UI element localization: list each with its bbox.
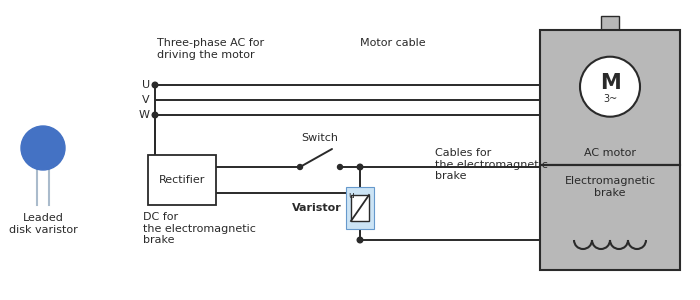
Text: DC for
the electromagnetic
brake: DC for the electromagnetic brake: [143, 212, 256, 245]
Bar: [601, 16, 619, 30]
Circle shape: [298, 164, 302, 169]
Text: Three-phase AC for
driving the motor: Three-phase AC for driving the motor: [157, 38, 264, 60]
Text: Cables for
the electromagnetic
brake: Cables for the electromagnetic brake: [435, 148, 548, 181]
Text: AC motor: AC motor: [584, 148, 636, 158]
Text: Electromagnetic
brake: Electromagnetic brake: [564, 176, 656, 198]
Text: Varistor: Varistor: [293, 203, 342, 213]
Circle shape: [152, 82, 158, 88]
Bar: [148, 155, 216, 205]
Text: u: u: [348, 191, 354, 200]
Circle shape: [580, 57, 640, 117]
Circle shape: [21, 126, 65, 170]
Circle shape: [357, 237, 363, 243]
Bar: [540, 30, 680, 165]
Text: U: U: [142, 80, 150, 90]
Text: V: V: [142, 95, 150, 105]
Text: Rectifier: Rectifier: [159, 175, 205, 185]
Text: M: M: [600, 73, 620, 93]
Text: Motor cable: Motor cable: [360, 38, 426, 48]
Circle shape: [152, 112, 158, 118]
Text: 3~: 3~: [603, 94, 617, 104]
Bar: [351, 195, 369, 221]
Bar: [346, 187, 374, 229]
Text: W: W: [139, 110, 150, 120]
Circle shape: [357, 164, 363, 170]
Text: Switch: Switch: [302, 133, 339, 143]
Bar: [540, 165, 680, 270]
Circle shape: [337, 164, 342, 169]
Text: Leaded
disk varistor: Leaded disk varistor: [8, 213, 78, 235]
